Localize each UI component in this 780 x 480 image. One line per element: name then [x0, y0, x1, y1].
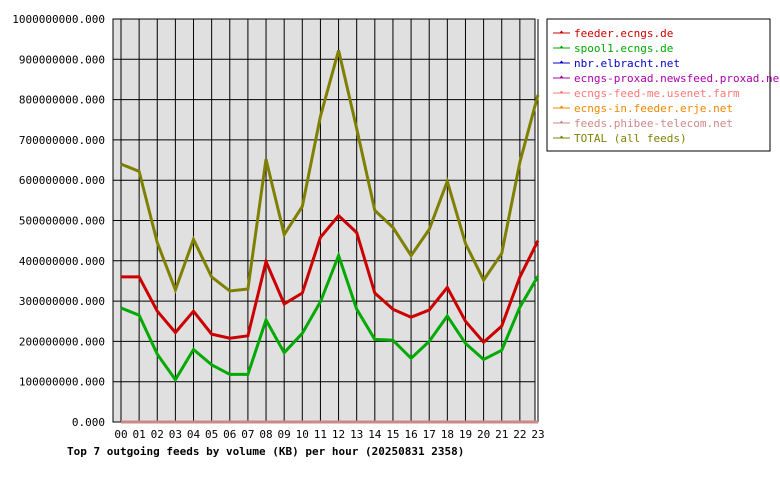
legend-label: nbr.elbracht.net — [574, 57, 680, 70]
x-tick-label: 10 — [296, 428, 309, 441]
legend-label: feeder.ecngs.de — [574, 27, 673, 40]
x-tick-label: 03 — [169, 428, 182, 441]
x-tick-label: 00 — [114, 428, 127, 441]
legend-box — [546, 18, 771, 152]
x-tick-label: 11 — [314, 428, 327, 441]
legend-marker-icon — [559, 105, 564, 109]
x-axis: 00 01 02 03 04 05 06 07 08 09 10 11 12 13 14 15 16 17 18 19… — [114, 428, 544, 441]
legend-marker-icon — [559, 60, 564, 64]
legend-label: spool1.ecngs.de — [574, 42, 673, 55]
legend-marker-icon — [559, 90, 564, 94]
series-line-7 — [120, 50, 540, 295]
x-tick-label: 07 — [241, 428, 254, 441]
y-tick-label: 100000000.000 — [19, 376, 105, 389]
x-tick-label: 18 — [441, 428, 454, 441]
y-tick-label: 500000000.000 — [19, 215, 105, 228]
y-tick-label: 300000000.000 — [19, 295, 105, 308]
legend: feeder.ecngs.de spool1.ecngs.de nbr.elbrac… — [546, 18, 780, 152]
legend-label: ecngs-feed-me.usenet.farm — [574, 87, 740, 100]
series-lines — [120, 50, 540, 424]
y-tick-label: 800000000.000 — [19, 94, 105, 107]
legend-label: TOTAL (all feeds) — [574, 132, 687, 145]
x-tick-label: 13 — [350, 428, 363, 441]
x-tick-label: 15 — [386, 428, 399, 441]
x-tick-label: 17 — [423, 428, 436, 441]
y-tick-label: 1000000000.000 — [12, 13, 105, 26]
x-tick-label: 20 — [477, 428, 490, 441]
y-tick-label: 700000000.000 — [19, 134, 105, 147]
series-line-0 — [121, 213, 540, 345]
y-tick-label: 400000000.000 — [19, 255, 105, 268]
y-tick-label: 900000000.000 — [19, 53, 105, 66]
x-tick-label: 21 — [495, 428, 508, 441]
x-tick-label: 19 — [459, 428, 472, 441]
y-tick-label: 200000000.000 — [19, 335, 105, 348]
x-tick-label: 08 — [259, 428, 272, 441]
y-tick-label: 600000000.000 — [19, 174, 105, 187]
legend-marker-icon — [559, 30, 564, 34]
legend-label: ecngs-proxad.newsfeed.proxad.net — [574, 72, 780, 85]
y-axis: 0.000 100000000.000 200000000.000 300000000… — [12, 13, 105, 429]
x-tick-label: 09 — [278, 428, 291, 441]
x-tick-label: 23 — [531, 428, 544, 441]
legend-marker-icon — [559, 45, 564, 49]
x-tick-label: 01 — [133, 428, 146, 441]
x-tick-label: 12 — [332, 428, 345, 441]
x-tick-label: 16 — [404, 428, 417, 441]
x-tick-label: 22 — [513, 428, 526, 441]
x-tick-label: 04 — [187, 428, 201, 441]
x-tick-label: 02 — [151, 428, 164, 441]
y-tick-label: 0.000 — [72, 416, 105, 429]
x-tick-label: 14 — [368, 428, 382, 441]
legend-marker-icon — [559, 120, 564, 124]
chart-title: Top 7 outgoing feeds by volume (KB) per … — [67, 445, 464, 458]
x-tick-label: 06 — [223, 428, 236, 441]
x-tick-label: 05 — [205, 428, 218, 441]
legend-marker-icon — [559, 75, 564, 79]
legend-marker-icon — [559, 135, 564, 139]
legend-label: ecngs-in.feeder.erje.net — [574, 102, 733, 115]
series-line-1 — [120, 251, 540, 383]
legend-label: feeds.phibee-telecom.net — [574, 117, 733, 130]
